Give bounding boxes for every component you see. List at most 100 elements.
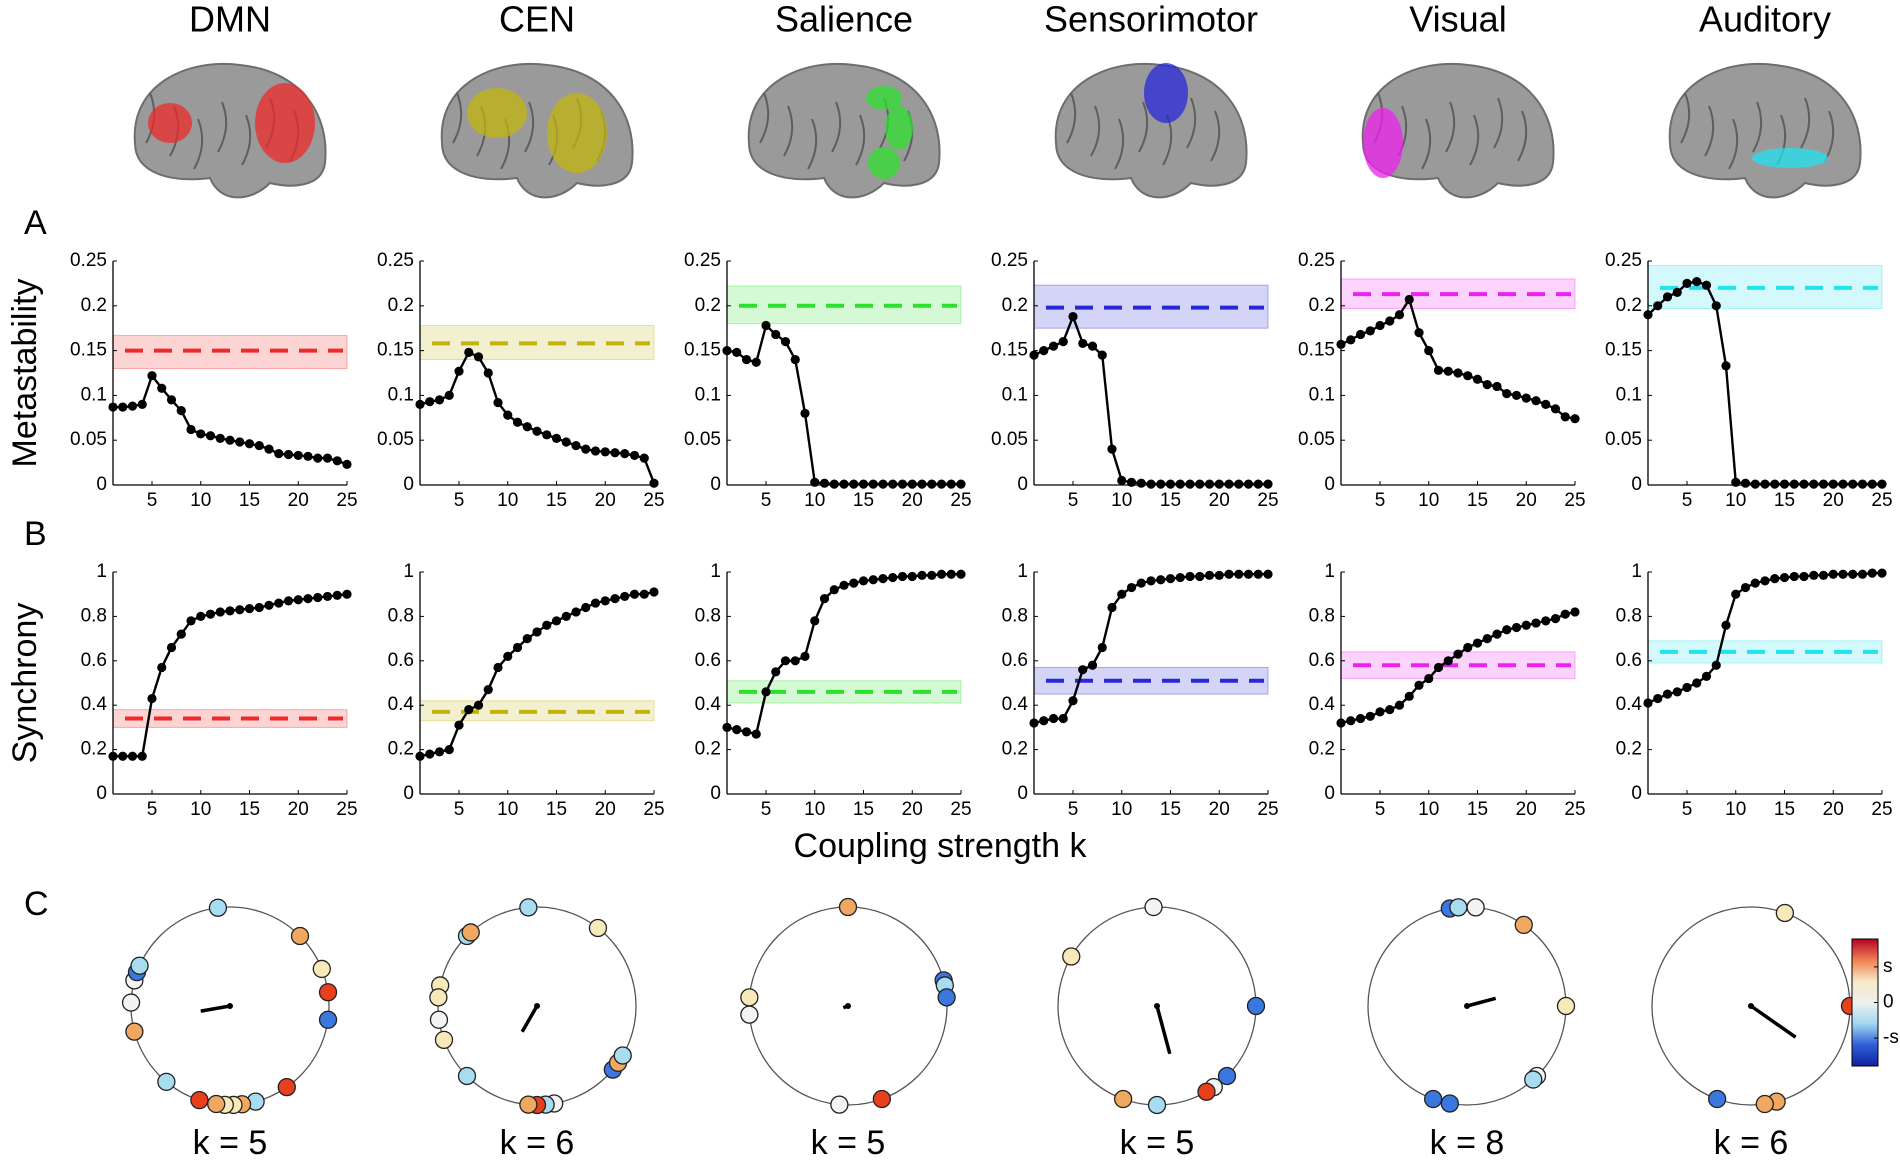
- sulcus: [807, 118, 818, 170]
- data-point: [897, 571, 908, 582]
- y-tick-label: 0.2: [695, 295, 721, 316]
- data-point: [1068, 311, 1078, 322]
- data-point: [157, 383, 167, 393]
- data-point: [780, 337, 791, 347]
- data-point: [829, 479, 839, 489]
- data-point: [1185, 479, 1195, 489]
- data-point: [1463, 642, 1473, 653]
- x-tick-label: 10: [1111, 490, 1132, 511]
- y-axis-label: Metastability: [6, 279, 44, 468]
- data-point: [1770, 574, 1780, 584]
- network-region: [467, 88, 527, 138]
- data-point: [1243, 479, 1254, 489]
- phase-dot: [461, 923, 480, 942]
- data-point: [1234, 479, 1244, 489]
- data-line: [1647, 280, 1882, 486]
- y-tick-label: 0.2: [1616, 739, 1642, 760]
- data-point: [1492, 629, 1502, 639]
- data-point: [1809, 479, 1819, 489]
- k-label: k = 5: [1120, 1124, 1195, 1162]
- data-point: [581, 444, 591, 454]
- data-point: [108, 402, 118, 412]
- data-point: [1502, 625, 1512, 635]
- data-line: [113, 593, 348, 758]
- data-point: [127, 751, 138, 761]
- phase-dot: [312, 959, 331, 979]
- data-point: [1214, 479, 1224, 489]
- data-point: [732, 725, 742, 735]
- y-tick-label: 0: [96, 474, 107, 495]
- data-point: [551, 616, 562, 626]
- data-point: [1394, 700, 1405, 710]
- data-point: [722, 346, 732, 356]
- data-point: [225, 435, 235, 445]
- data-point: [1799, 479, 1809, 489]
- phase-dot: [318, 1010, 338, 1029]
- phase-dot: [1197, 1082, 1216, 1101]
- x-tick-label: 15: [239, 490, 260, 511]
- data-point: [1550, 404, 1561, 414]
- y-tick-label: 0.25: [70, 250, 107, 271]
- phase-dot: [1707, 1089, 1727, 1109]
- data-point: [590, 446, 601, 456]
- data-point: [235, 605, 245, 615]
- data-point: [118, 402, 128, 412]
- data-point: [1336, 339, 1346, 349]
- y-tick-label: 0.8: [81, 605, 107, 626]
- x-tick-label: 10: [1111, 799, 1132, 820]
- phase-dot: [318, 983, 338, 1002]
- sulcus: [241, 114, 252, 166]
- data-point: [1087, 660, 1098, 670]
- x-tick-label: 25: [336, 799, 357, 820]
- data-point: [1146, 576, 1156, 586]
- sulcus: [759, 92, 770, 144]
- phase-dot: [740, 988, 759, 1007]
- x-tick-label: 5: [454, 490, 465, 511]
- data-point: [205, 609, 216, 619]
- y-tick-label: 0.15: [70, 340, 107, 361]
- data-point: [532, 627, 542, 637]
- data-point: [503, 410, 513, 420]
- data-point: [868, 479, 878, 489]
- phase-dot: [277, 1077, 296, 1097]
- sulcus: [1800, 97, 1811, 149]
- data-point: [1760, 479, 1770, 489]
- data-point: [1789, 479, 1799, 489]
- data-point: [244, 439, 255, 449]
- phase-dot: [1524, 1070, 1543, 1089]
- sulcus: [1517, 110, 1528, 162]
- x-tick-label: 15: [1774, 490, 1795, 511]
- data-point: [858, 576, 869, 586]
- column-title: Sensorimotor: [1044, 0, 1258, 40]
- data-point: [620, 591, 630, 602]
- data-point: [1126, 477, 1137, 487]
- data-point: [1443, 656, 1453, 666]
- data-point: [771, 667, 781, 677]
- data-point: [1662, 689, 1673, 699]
- data-point: [225, 606, 235, 616]
- data-point: [1185, 571, 1195, 582]
- data-point: [907, 571, 917, 582]
- data-point: [196, 611, 206, 622]
- data-point: [581, 602, 591, 613]
- y-tick-label: 0.4: [1002, 694, 1029, 715]
- data-point: [1394, 310, 1405, 320]
- phase-dot: [872, 1089, 892, 1109]
- data-point: [542, 620, 552, 630]
- phase-dot: [207, 1094, 226, 1114]
- data-point: [1126, 582, 1137, 593]
- x-tick-label: 25: [1871, 799, 1892, 820]
- data-point: [1453, 368, 1463, 378]
- y-tick-label: 0.8: [1616, 605, 1642, 626]
- y-axis-label: Synchrony: [6, 603, 44, 764]
- data-point: [849, 578, 859, 588]
- data-point: [1682, 682, 1692, 693]
- data-point: [1204, 570, 1215, 580]
- data-point: [1672, 687, 1682, 697]
- x-tick-label: 10: [1725, 490, 1746, 511]
- phase-dot: [1423, 1089, 1443, 1109]
- data-point: [1877, 479, 1887, 489]
- phase-dot: [1775, 903, 1795, 923]
- x-tick-label: 20: [288, 799, 309, 820]
- mean-vector: [1749, 1004, 1797, 1039]
